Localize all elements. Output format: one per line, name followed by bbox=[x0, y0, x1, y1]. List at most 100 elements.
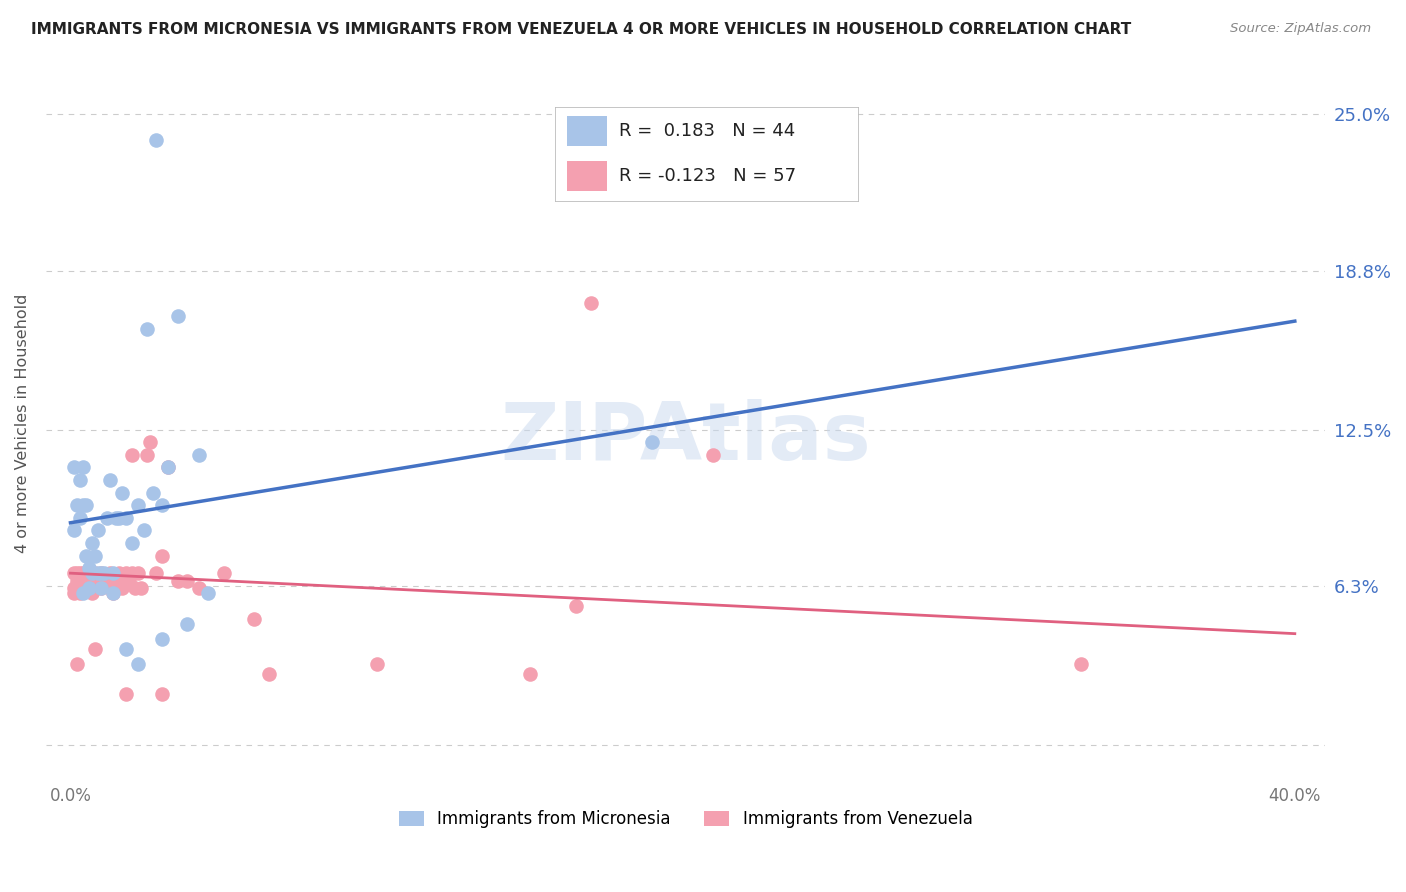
Point bbox=[84, 574, 107, 588]
Point bbox=[114, 566, 136, 581]
Point bbox=[142, 485, 165, 500]
Point bbox=[90, 566, 112, 581]
Point bbox=[579, 296, 602, 310]
Point bbox=[62, 582, 84, 596]
Point bbox=[108, 510, 131, 524]
Bar bbox=[568, 161, 607, 191]
Point bbox=[69, 510, 91, 524]
Point bbox=[75, 549, 97, 563]
Point bbox=[150, 687, 173, 701]
Point bbox=[103, 586, 125, 600]
Text: R =  0.183   N = 44: R = 0.183 N = 44 bbox=[619, 122, 796, 140]
Point bbox=[72, 460, 94, 475]
Point bbox=[564, 599, 586, 613]
Point bbox=[519, 667, 541, 681]
Point bbox=[69, 473, 91, 487]
Point bbox=[136, 321, 159, 335]
Point bbox=[157, 460, 180, 475]
Point bbox=[96, 510, 118, 524]
Point bbox=[366, 657, 388, 671]
Point bbox=[90, 582, 112, 596]
Point bbox=[87, 574, 110, 588]
Point bbox=[72, 582, 94, 596]
Point bbox=[65, 566, 87, 581]
Point bbox=[90, 582, 112, 596]
Point bbox=[166, 309, 188, 323]
Point bbox=[166, 574, 188, 588]
Point bbox=[127, 566, 149, 581]
Point bbox=[136, 448, 159, 462]
Point bbox=[80, 586, 103, 600]
Point bbox=[157, 460, 180, 475]
Point bbox=[65, 657, 87, 671]
Bar bbox=[568, 116, 607, 146]
Point bbox=[132, 524, 155, 538]
Point bbox=[93, 574, 115, 588]
Point bbox=[111, 485, 134, 500]
Point bbox=[69, 586, 91, 600]
Point bbox=[80, 536, 103, 550]
Point bbox=[62, 586, 84, 600]
Point bbox=[75, 498, 97, 512]
Point bbox=[72, 566, 94, 581]
Point bbox=[121, 566, 143, 581]
Point bbox=[150, 632, 173, 646]
Point bbox=[259, 667, 281, 681]
Point bbox=[62, 566, 84, 581]
Point bbox=[96, 574, 118, 588]
Text: Source: ZipAtlas.com: Source: ZipAtlas.com bbox=[1230, 22, 1371, 36]
Point bbox=[641, 435, 664, 450]
Y-axis label: 4 or more Vehicles in Household: 4 or more Vehicles in Household bbox=[15, 293, 30, 553]
Point bbox=[72, 498, 94, 512]
Point bbox=[197, 586, 219, 600]
Point bbox=[117, 574, 139, 588]
Point bbox=[176, 574, 198, 588]
Point bbox=[139, 435, 162, 450]
Point bbox=[111, 582, 134, 596]
Point bbox=[105, 574, 128, 588]
Point bbox=[103, 586, 125, 600]
Point bbox=[188, 582, 211, 596]
Point bbox=[75, 574, 97, 588]
Point bbox=[212, 566, 235, 581]
Point bbox=[243, 611, 266, 625]
Point bbox=[90, 566, 112, 581]
Point bbox=[121, 536, 143, 550]
Point bbox=[72, 586, 94, 600]
Point bbox=[87, 524, 110, 538]
Point bbox=[176, 616, 198, 631]
Text: ZIPAtlas: ZIPAtlas bbox=[501, 399, 872, 476]
Point bbox=[98, 473, 121, 487]
Point bbox=[77, 561, 100, 575]
Point bbox=[69, 566, 91, 581]
Point bbox=[93, 566, 115, 581]
Point bbox=[108, 566, 131, 581]
Point bbox=[150, 498, 173, 512]
Point bbox=[62, 524, 84, 538]
Point bbox=[65, 574, 87, 588]
Point bbox=[188, 448, 211, 462]
Point bbox=[114, 687, 136, 701]
Point bbox=[62, 460, 84, 475]
Point bbox=[75, 566, 97, 581]
Point bbox=[150, 549, 173, 563]
Text: R = -0.123   N = 57: R = -0.123 N = 57 bbox=[619, 168, 796, 186]
Point bbox=[98, 566, 121, 581]
Point bbox=[105, 510, 128, 524]
Point bbox=[77, 582, 100, 596]
Point bbox=[124, 582, 146, 596]
Point bbox=[1070, 657, 1092, 671]
Point bbox=[129, 582, 152, 596]
Point bbox=[84, 549, 107, 563]
Point bbox=[145, 566, 167, 581]
Point bbox=[114, 510, 136, 524]
Point bbox=[65, 498, 87, 512]
Point bbox=[87, 566, 110, 581]
Legend: Immigrants from Micronesia, Immigrants from Venezuela: Immigrants from Micronesia, Immigrants f… bbox=[392, 804, 979, 835]
Point bbox=[77, 582, 100, 596]
Text: IMMIGRANTS FROM MICRONESIA VS IMMIGRANTS FROM VENEZUELA 4 OR MORE VEHICLES IN HO: IMMIGRANTS FROM MICRONESIA VS IMMIGRANTS… bbox=[31, 22, 1132, 37]
Point bbox=[127, 498, 149, 512]
Point bbox=[702, 448, 724, 462]
Point bbox=[80, 566, 103, 581]
Point bbox=[80, 566, 103, 581]
